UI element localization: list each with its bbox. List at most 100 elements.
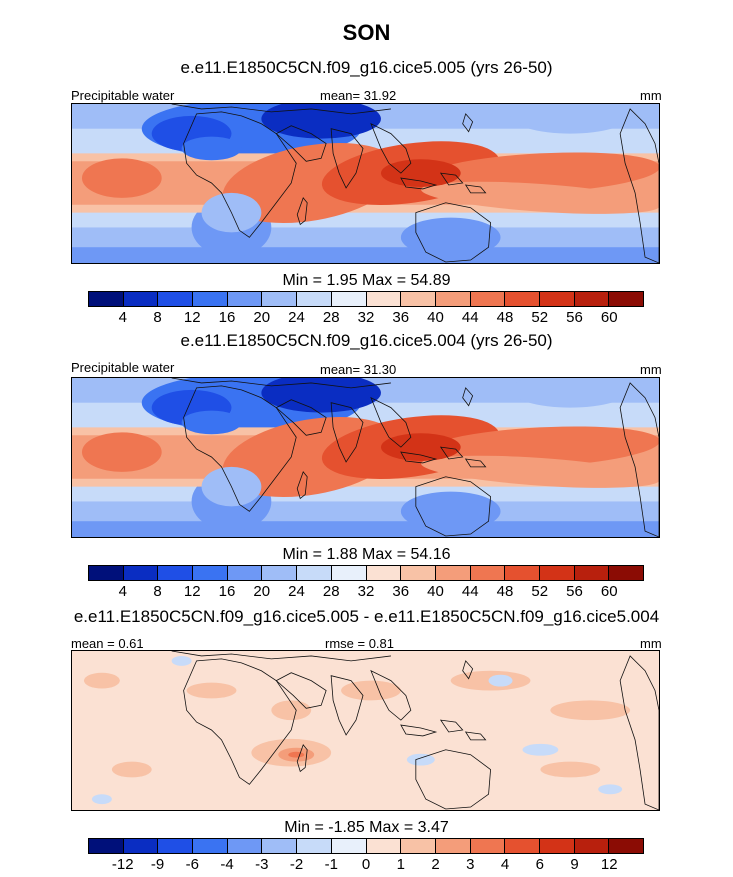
colorbar-swatch bbox=[470, 566, 506, 580]
panel-1-units-label: mm bbox=[640, 88, 662, 103]
colorbar-swatch bbox=[89, 839, 124, 853]
colorbar-swatch bbox=[505, 839, 540, 853]
colorbar-swatch bbox=[297, 292, 332, 306]
colorbar-tick-label: 28 bbox=[322, 583, 340, 600]
figure-title: SON bbox=[342, 20, 391, 45]
colorbar-tick-label: 52 bbox=[531, 583, 549, 600]
panel-3-map bbox=[71, 650, 660, 811]
colorbar-swatch bbox=[297, 839, 332, 853]
colorbar-tick-label: -12 bbox=[111, 856, 134, 873]
colorbar-swatch bbox=[297, 566, 332, 580]
colorbar-swatch bbox=[262, 839, 298, 853]
panel-1-subtitle: e.e11.E1850C5CN.f09_g16.cice5.005 (yrs 2… bbox=[180, 58, 553, 77]
colorbar-tick-label: 9 bbox=[570, 856, 579, 873]
colorbar-swatch bbox=[505, 566, 540, 580]
colorbar-swatch bbox=[401, 839, 436, 853]
panel-2-colorbar bbox=[88, 565, 644, 581]
colorbar-swatch bbox=[609, 292, 643, 306]
colorbar-swatch bbox=[609, 566, 643, 580]
colorbar-swatch bbox=[158, 292, 194, 306]
colorbar-tick-label: 4 bbox=[118, 583, 127, 600]
colorbar-tick-label: 48 bbox=[496, 309, 514, 326]
colorbar-swatch bbox=[89, 566, 124, 580]
panel-3-colorbar bbox=[88, 838, 644, 854]
panel-2-mean-label: mean= 31.30 bbox=[320, 362, 397, 377]
colorbar-swatch bbox=[574, 839, 610, 853]
panel-1-colorbar-ticks: 4 8 12 16 20 24 28 32 36 40 44 48 52 56 60 bbox=[88, 309, 644, 327]
colorbar-swatch bbox=[262, 566, 298, 580]
panel-1-map bbox=[71, 103, 660, 264]
colorbar-swatch bbox=[574, 292, 610, 306]
panel-3-colorbar-ticks: -12 -9 -6 -4 -3 -2 -1 0 1 2 3 4 6 9 12 bbox=[88, 856, 644, 874]
colorbar-swatch bbox=[366, 292, 402, 306]
colorbar-swatch bbox=[193, 566, 228, 580]
colorbar-swatch bbox=[331, 566, 367, 580]
colorbar-swatch bbox=[123, 839, 159, 853]
panel-3-rmse-label: rmse = 0.81 bbox=[325, 636, 395, 651]
colorbar-swatch bbox=[193, 839, 228, 853]
map-field bbox=[72, 104, 659, 263]
colorbar-tick-label: 8 bbox=[153, 309, 162, 326]
panel-1-variable-label: Precipitable water bbox=[71, 88, 175, 103]
coastlines bbox=[171, 378, 659, 537]
colorbar-tick-label: 40 bbox=[427, 583, 444, 600]
colorbar-tick-label: 44 bbox=[461, 309, 479, 326]
colorbar-tick-label: 24 bbox=[288, 583, 305, 600]
colorbar-tick-label: 32 bbox=[357, 583, 375, 600]
colorbar-tick-label: 1 bbox=[396, 856, 405, 873]
colorbar-tick-label: 8 bbox=[153, 583, 162, 600]
colorbar-swatch bbox=[331, 292, 367, 306]
panel-1-mean-label: mean= 31.92 bbox=[320, 88, 397, 103]
colorbar-swatch bbox=[574, 566, 610, 580]
colorbar-swatch bbox=[89, 292, 124, 306]
colorbar-tick-label: 28 bbox=[322, 309, 340, 326]
colorbar-tick-label: 0 bbox=[361, 856, 371, 873]
panel-3-minmax: Min = -1.85 Max = 3.47 bbox=[284, 819, 449, 836]
colorbar-swatch bbox=[435, 566, 471, 580]
panel-3-subtitle: e.e11.E1850C5CN.f09_g16.cice5.005 - e.e1… bbox=[73, 607, 660, 626]
colorbar-tick-label: -4 bbox=[220, 856, 234, 873]
panel-2-subtitle: e.e11.E1850C5CN.f09_g16.cice5.004 (yrs 2… bbox=[180, 331, 553, 350]
panel-1-minmax: Min = 1.95 Max = 54.89 bbox=[282, 272, 451, 289]
colorbar-tick-label: 2 bbox=[431, 856, 440, 873]
colorbar-tick-label: 6 bbox=[535, 856, 544, 873]
colorbar-swatch bbox=[227, 292, 263, 306]
colorbar-tick-label: -2 bbox=[289, 856, 304, 873]
colorbar-swatch bbox=[401, 566, 436, 580]
colorbar-tick-label: 40 bbox=[427, 309, 444, 326]
colorbar-swatch bbox=[227, 839, 263, 853]
colorbar-tick-label: 36 bbox=[392, 583, 410, 600]
colorbar-swatch bbox=[262, 292, 298, 306]
colorbar-swatch bbox=[505, 292, 540, 306]
colorbar-swatch bbox=[123, 566, 159, 580]
panel-3-units-label: mm bbox=[640, 636, 662, 651]
colorbar-swatch bbox=[123, 292, 159, 306]
colorbar-swatch bbox=[366, 566, 402, 580]
colorbar-swatch bbox=[470, 839, 506, 853]
colorbar-swatch bbox=[609, 839, 643, 853]
colorbar-swatch bbox=[539, 566, 575, 580]
colorbar-tick-label: 20 bbox=[253, 583, 271, 600]
colorbar-tick-label: 12 bbox=[183, 583, 201, 600]
colorbar-tick-label: 48 bbox=[496, 583, 514, 600]
panel-2-units-label: mm bbox=[640, 362, 662, 377]
colorbar-tick-label: 3 bbox=[466, 856, 475, 873]
colorbar-swatch bbox=[470, 292, 506, 306]
colorbar-tick-label: 20 bbox=[253, 309, 271, 326]
colorbar-tick-label: 60 bbox=[600, 583, 618, 600]
colorbar-tick-label: 24 bbox=[288, 309, 305, 326]
colorbar-tick-label: 32 bbox=[357, 309, 375, 326]
colorbar-swatch bbox=[539, 839, 575, 853]
colorbar-tick-label: 16 bbox=[218, 309, 236, 326]
colorbar-swatch bbox=[435, 292, 471, 306]
colorbar-swatch bbox=[227, 566, 263, 580]
panel-2-map bbox=[71, 377, 660, 538]
colorbar-tick-label: 52 bbox=[531, 309, 549, 326]
colorbar-swatch bbox=[401, 292, 436, 306]
map-field bbox=[72, 378, 659, 537]
colorbar-swatch bbox=[158, 566, 194, 580]
panel-3-mean-label: mean = 0.61 bbox=[71, 636, 144, 651]
colorbar-tick-label: 4 bbox=[500, 856, 510, 873]
panel-2-colorbar-ticks: 4 8 12 16 20 24 28 32 36 40 44 48 52 56 60 bbox=[88, 583, 644, 601]
colorbar-swatch bbox=[158, 839, 194, 853]
